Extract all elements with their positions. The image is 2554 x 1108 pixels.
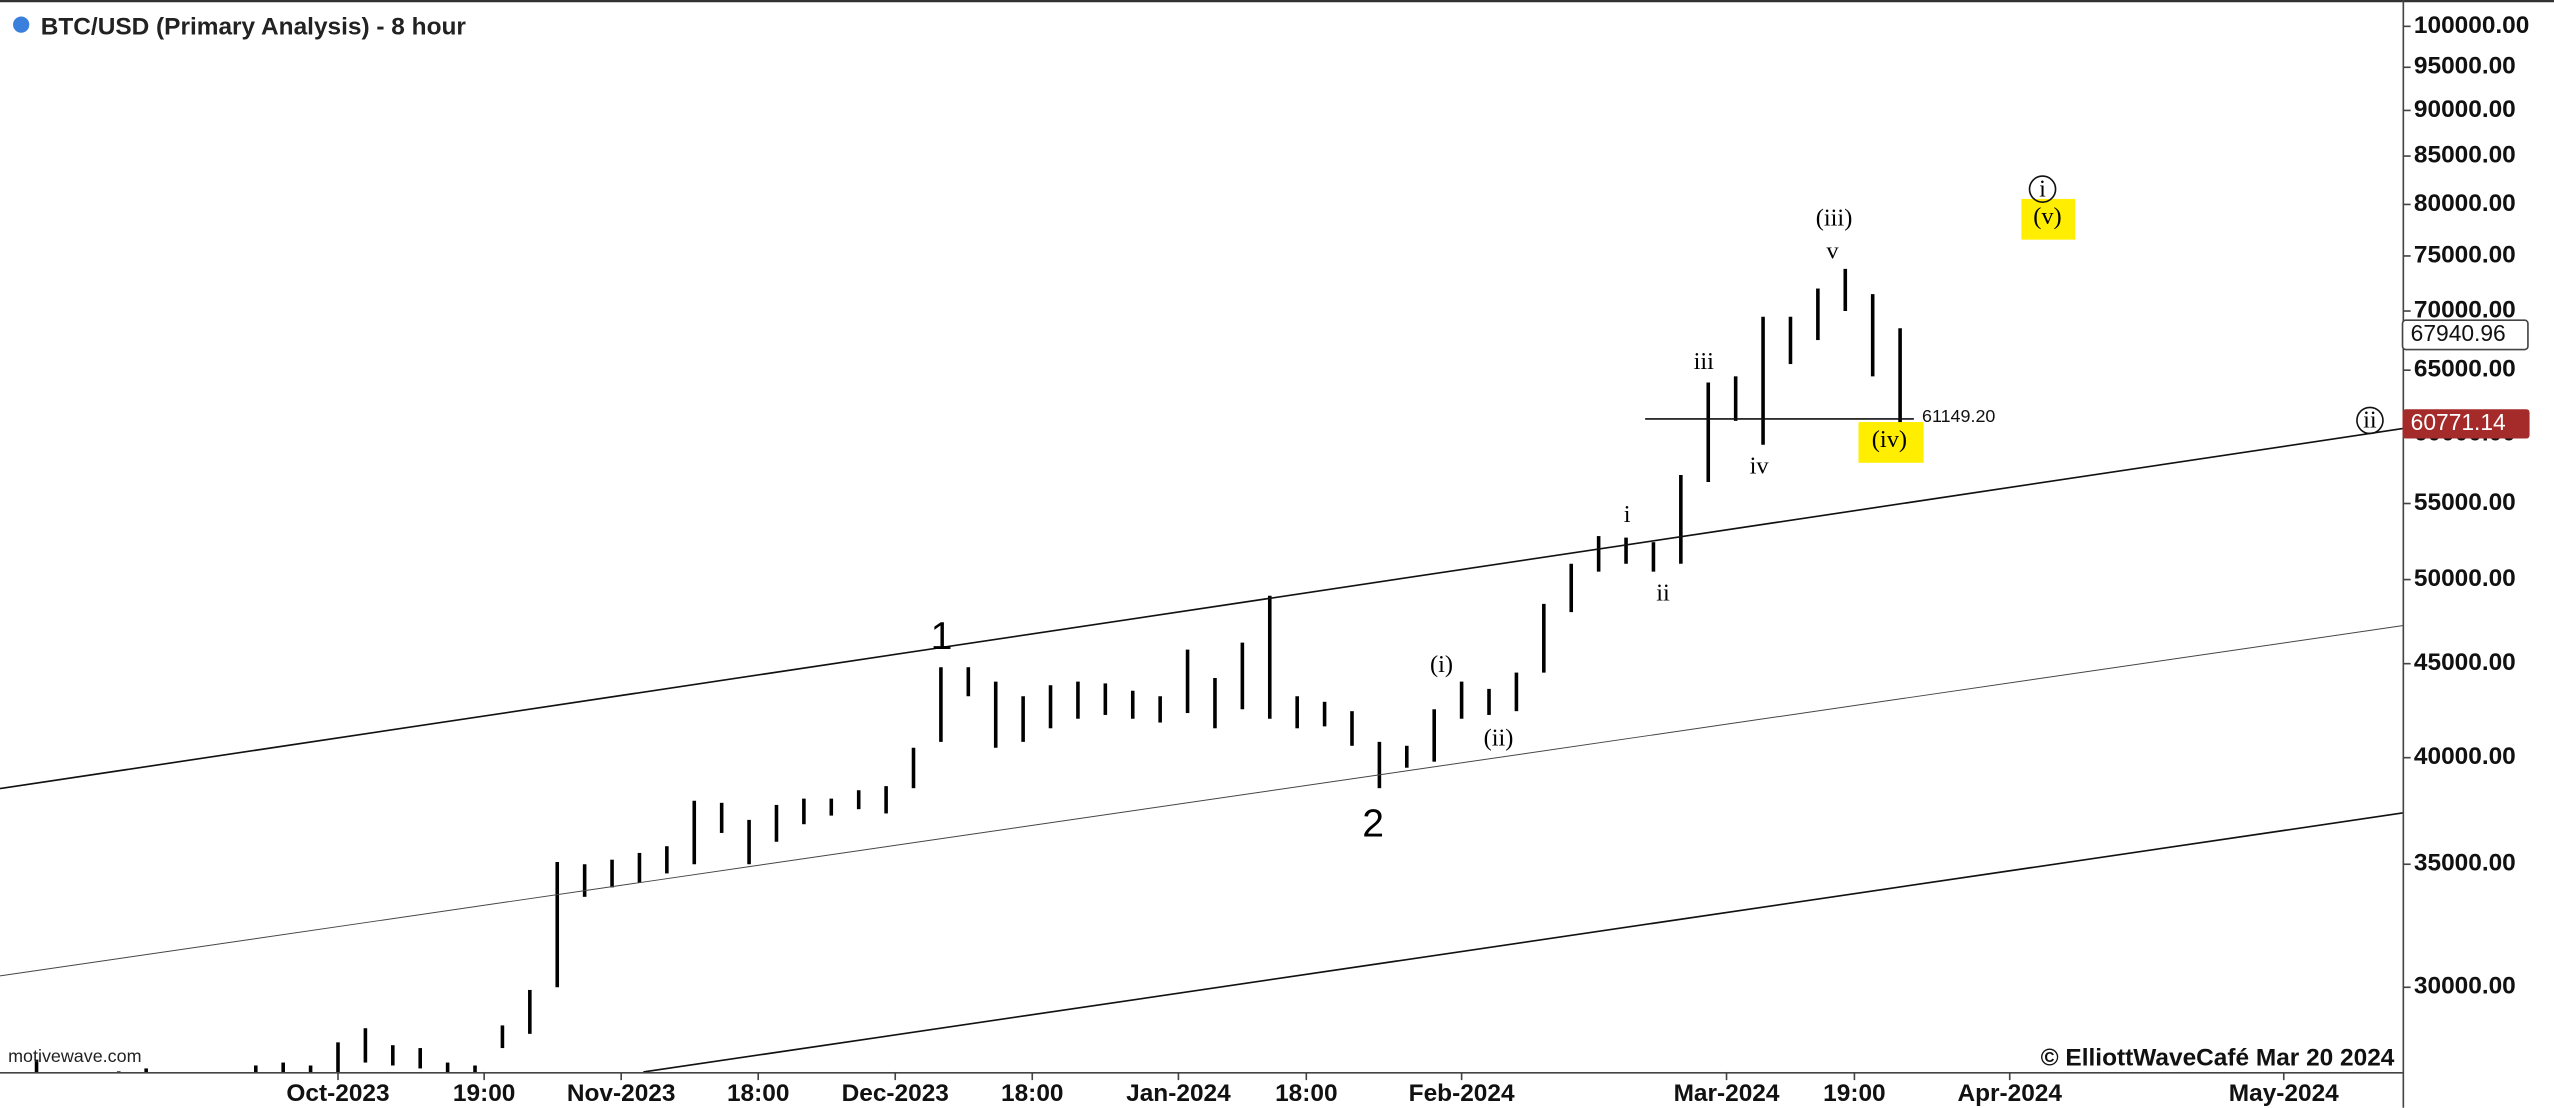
wave-label: ii — [1656, 579, 1670, 606]
wave-label: ii — [2363, 407, 2377, 434]
y-tick-label: 80000.00 — [2414, 190, 2516, 217]
level-label: 61149.20 — [1922, 406, 1995, 426]
x-tick-label: Feb-2024 — [1409, 1080, 1515, 1107]
y-tick-label: 40000.00 — [2414, 743, 2516, 770]
title-dot — [13, 16, 30, 33]
channel-lower — [643, 812, 2403, 1072]
channel — [0, 427, 2403, 1072]
x-tick-label: 19:00 — [1823, 1080, 1885, 1107]
y-tick-label: 100000.00 — [2414, 12, 2529, 39]
x-tick-label: Dec-2023 — [842, 1080, 949, 1107]
wave-label: (iv) — [1872, 426, 1907, 453]
wave-label: (i) — [1430, 651, 1453, 678]
x-tick-label: Apr-2024 — [1957, 1080, 2062, 1107]
y-tick-label: 65000.00 — [2414, 356, 2516, 383]
price-bars — [34, 268, 1902, 1072]
chart-title: BTC/USD (Primary Analysis) - 8 hour — [41, 13, 467, 40]
wave-label: (iii) — [1816, 205, 1853, 232]
y-tick-label: 35000.00 — [2414, 850, 2516, 877]
marked-price-label: 60771.14 — [2411, 409, 2506, 435]
x-tick-label: Mar-2024 — [1674, 1080, 1780, 1107]
y-tick-label: 45000.00 — [2414, 649, 2516, 676]
x-tick-label: 19:00 — [453, 1080, 515, 1107]
y-tick-label: 70000.00 — [2414, 296, 2516, 323]
channel-middle — [0, 625, 2403, 977]
marked-price-tag — [2402, 409, 2530, 439]
highlight — [2021, 198, 2076, 240]
highlight — [1858, 422, 1924, 463]
wave-label: (v) — [2033, 203, 2061, 230]
wave-label: iii — [1694, 348, 1715, 375]
last-price-label: 67940.96 — [2411, 320, 2506, 346]
x-tick-label: May-2024 — [2229, 1080, 2339, 1107]
wave-label: (ii) — [1484, 724, 1514, 751]
wave-label: 1 — [931, 615, 953, 658]
x-tick-label: 18:00 — [727, 1080, 789, 1107]
y-tick-label: 95000.00 — [2414, 53, 2516, 80]
wave-circle — [2356, 406, 2384, 435]
y-tick-label: 30000.00 — [2414, 973, 2516, 1000]
x-tick-label: Nov-2023 — [567, 1080, 676, 1107]
x-tick-label: Jan-2024 — [1126, 1080, 1231, 1107]
y-tick-label: 75000.00 — [2414, 241, 2516, 268]
y-tick-label: 55000.00 — [2414, 489, 2516, 516]
source: motivewave.com — [8, 1046, 141, 1066]
wave-label: i — [2039, 175, 2046, 202]
credit: © ElliottWaveCafé Mar 20 2024 — [2041, 1044, 2395, 1071]
x-tick-label: 18:00 — [1275, 1080, 1337, 1107]
wave-label: v — [1826, 237, 1839, 264]
y-tick-label: 90000.00 — [2414, 96, 2516, 123]
last-price-tag — [2401, 319, 2529, 351]
x-tick-label: Oct-2023 — [286, 1080, 389, 1107]
wave-label: iv — [1750, 452, 1770, 479]
wave-label: 2 — [1362, 802, 1384, 845]
y-tick-label: 50000.00 — [2414, 565, 2516, 592]
channel-upper — [0, 427, 2403, 790]
wave-circle — [2028, 175, 2057, 203]
wave-label: i — [1624, 501, 1631, 528]
x-tick-label: 18:00 — [1001, 1080, 1063, 1107]
y-tick-label: 85000.00 — [2414, 142, 2516, 169]
